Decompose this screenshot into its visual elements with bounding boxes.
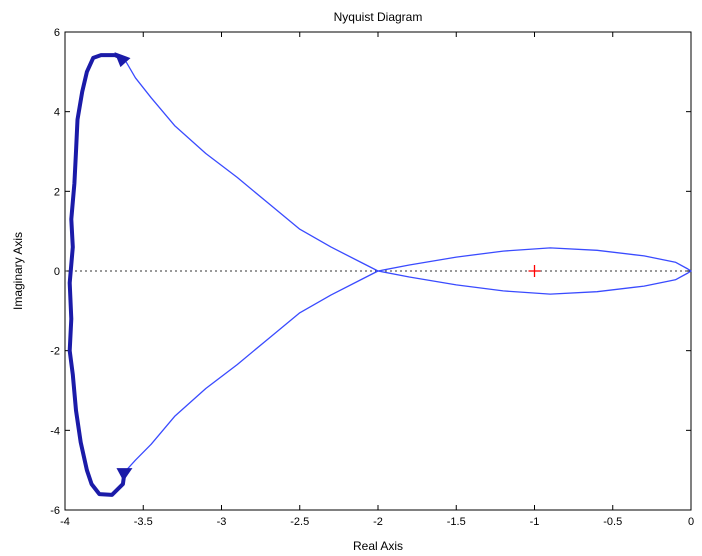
x-tick-labels: -4 -3.5 -3 -2.5 -2 -1.5 -1 -0.5 0 <box>60 516 694 528</box>
x-tick-label: -2.5 <box>290 516 309 528</box>
chart-title: Nyquist Diagram <box>334 10 423 24</box>
x-tick-label: -4 <box>60 516 70 528</box>
y-tick-label: -2 <box>50 346 60 358</box>
direction-arrow-bottom <box>116 468 133 482</box>
x-tick-label: -3.5 <box>134 516 153 528</box>
x-tick-label: -3 <box>217 516 227 528</box>
infinite-arc-closure-line <box>67 53 127 497</box>
x-axis-title: Real Axis <box>353 539 403 553</box>
y-tick-label: 2 <box>54 186 60 198</box>
nyquist-negative-frequency-line <box>123 247 692 473</box>
y-tick-label: 6 <box>54 27 60 39</box>
direction-arrow-top <box>114 52 131 68</box>
x-tick-label: -1 <box>530 516 540 528</box>
y-tick-label: 0 <box>54 266 60 278</box>
x-tick-label: -1.5 <box>447 516 466 528</box>
nyquist-series <box>67 52 692 497</box>
x-tick-label: -2 <box>373 516 383 528</box>
critical-point-marker <box>528 265 541 277</box>
y-tick-labels: -6 -4 -2 0 2 4 6 <box>50 27 60 517</box>
x-tick-label: 0 <box>688 516 694 528</box>
y-axis-title: Imaginary Axis <box>11 232 25 310</box>
y-tick-label: -4 <box>50 425 60 437</box>
nyquist-positive-frequency-line <box>123 58 692 295</box>
x-tick-label: -0.5 <box>603 516 622 528</box>
axis-ticks <box>64 31 692 511</box>
y-tick-label: 4 <box>54 107 60 119</box>
y-tick-label: -6 <box>50 505 60 517</box>
